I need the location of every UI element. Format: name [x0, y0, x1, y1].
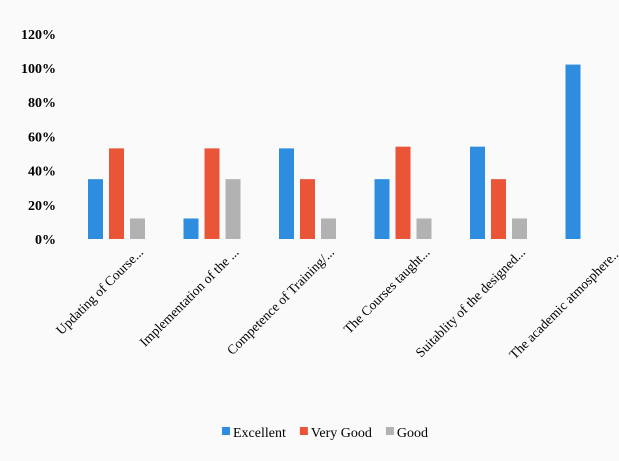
x-axis: Updating of Course...Implementation of t…	[53, 245, 619, 362]
bar	[395, 146, 411, 239]
legend: Excellent Very Good Good	[222, 426, 428, 441]
y-axis: 0% 20% 40% 60% 80% 100% 120%	[21, 28, 56, 248]
bar	[130, 218, 145, 239]
bar	[225, 179, 241, 239]
x-category-label: The Courses taught...	[341, 245, 433, 337]
y-tick-label: 20%	[28, 199, 56, 214]
y-tick-label: 0%	[35, 233, 56, 248]
bars	[88, 64, 581, 239]
legend-label: Good	[397, 426, 428, 441]
x-category-label: Implementation of the ...	[137, 245, 242, 350]
x-category-label: The academic atmosphere...	[506, 245, 619, 362]
legend-swatch	[299, 427, 308, 435]
bar	[300, 179, 315, 239]
x-category-label: Competence of Training/...	[224, 245, 337, 358]
bar	[512, 218, 527, 239]
bar	[491, 179, 506, 239]
x-category-label: Updating of Course...	[53, 245, 146, 338]
y-tick-label: 120%	[21, 28, 56, 43]
bar	[88, 179, 103, 239]
legend-swatch	[222, 427, 230, 435]
bar	[321, 218, 336, 239]
x-category-label: Suitablity of the designed...	[413, 245, 529, 361]
bar	[279, 148, 294, 239]
y-tick-label: 40%	[28, 165, 56, 180]
bar	[204, 148, 220, 239]
bar	[565, 64, 581, 239]
bar	[183, 218, 199, 239]
bar	[470, 146, 485, 239]
legend-label: Very Good	[311, 426, 372, 441]
y-tick-label: 60%	[28, 130, 56, 145]
bar	[109, 148, 124, 239]
y-tick-label: 100%	[21, 62, 56, 77]
bar	[374, 179, 390, 239]
bar	[416, 218, 432, 239]
legend-label: Excellent	[233, 426, 286, 441]
legend-swatch	[385, 427, 394, 435]
y-tick-label: 80%	[28, 96, 56, 111]
